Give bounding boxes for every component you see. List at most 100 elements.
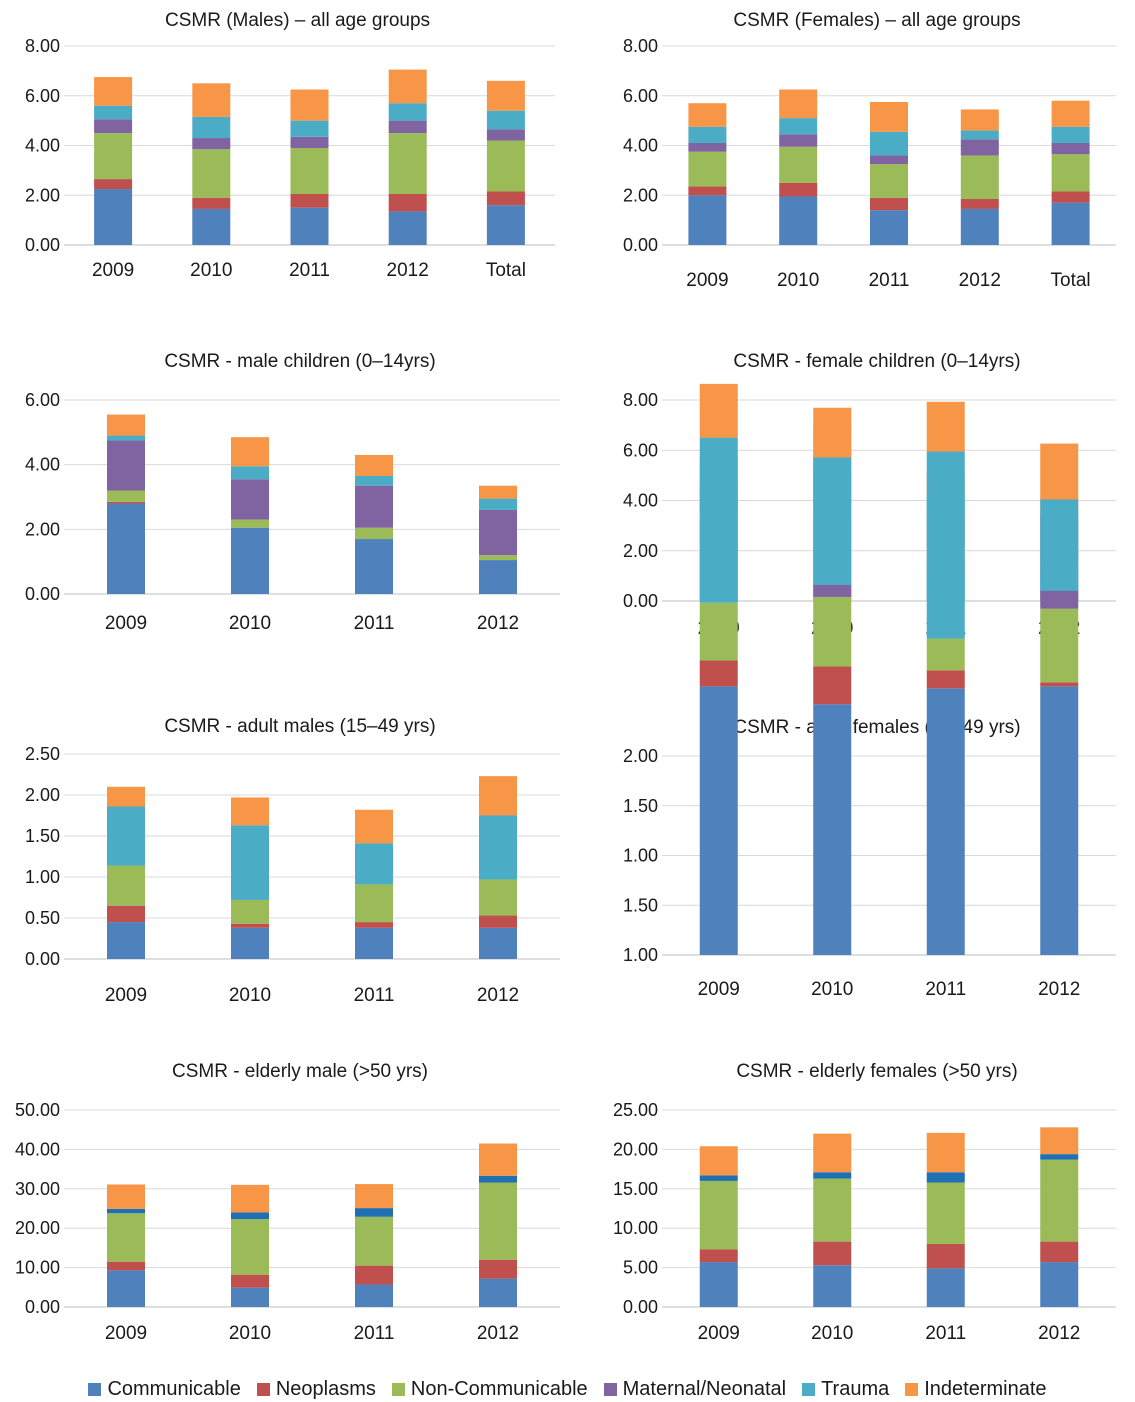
chart-title: CSMR (Females) – all age groups xyxy=(733,10,1020,31)
bar-segment-communicable xyxy=(231,1287,269,1307)
x-tick-label: 2012 xyxy=(1038,1323,1080,1344)
bar-segment-non-communicable xyxy=(870,164,908,198)
bar-segment-non-communicable xyxy=(355,1216,393,1266)
bar-segment-non-communicable xyxy=(355,527,393,540)
bar-segment-neoplasms xyxy=(107,1261,145,1271)
x-tick-label: 2012 xyxy=(477,613,519,634)
bar-segment-trauma xyxy=(688,126,727,144)
bar-segment-non-communicable xyxy=(192,149,231,198)
chart-male-children: CSMR - male children (0–14yrs) 0.00 2.00 4.… xyxy=(25,351,560,634)
bar-segment-extra xyxy=(1040,1154,1079,1160)
y-tick-label: 10.00 xyxy=(15,1258,60,1278)
bar-segment-neoplasms xyxy=(192,197,231,209)
bar-segment-neoplasms xyxy=(926,1243,965,1269)
bar-segment-neoplasms xyxy=(870,197,908,211)
bar-segment-non-communicable xyxy=(94,133,133,180)
bar-segment-communicable xyxy=(699,1262,738,1307)
bar-segment-extra xyxy=(107,1208,145,1214)
legend-swatch-non-communicable xyxy=(391,1383,405,1396)
bar-segment-trauma xyxy=(355,475,393,486)
bar-segment-maternal-neonatal xyxy=(388,120,427,134)
y-tick-label: 4.00 xyxy=(623,491,658,511)
bar-segment-indeterminate xyxy=(231,437,269,467)
bar-segment-maternal-neonatal xyxy=(355,485,393,528)
x-tick-label: 2012 xyxy=(477,985,519,1006)
chart-adult-females: CSMR - adult females (15–49 yrs) 1.00 1.50… xyxy=(623,383,1116,1000)
chart-title: CSMR - elderly male (>50 yrs) xyxy=(172,1061,428,1082)
chart-females-all-ages: CSMR (Females) – all age groups 0.00 2.00 4… xyxy=(623,10,1116,291)
bar-segment-trauma xyxy=(192,116,231,139)
y-tick-label: 2.00 xyxy=(623,746,658,766)
bar-segment-neoplasms xyxy=(960,198,999,209)
bar-segment-indeterminate xyxy=(192,83,231,117)
bar-segment-indeterminate xyxy=(107,1184,145,1209)
x-tick-label: 2011 xyxy=(869,270,910,291)
bar-segment-non-communicable xyxy=(1040,608,1079,683)
y-tick-label: 0.50 xyxy=(25,908,60,928)
y-tick-label: 8.00 xyxy=(25,36,60,56)
bar-segment-communicable xyxy=(107,1270,145,1307)
y-tick-label: 2.00 xyxy=(623,185,658,205)
y-tick-label: 1.00 xyxy=(623,846,658,866)
y-tick-label: 2.50 xyxy=(25,744,60,764)
y-tick-label: 8.00 xyxy=(623,36,658,56)
bar-segment-neoplasms xyxy=(231,1274,269,1288)
y-tick-label: 5.00 xyxy=(623,1258,658,1278)
x-tick-label: 2011 xyxy=(925,1323,966,1344)
bar-segment-communicable xyxy=(960,208,999,245)
bar-segment-neoplasms xyxy=(486,191,525,206)
chart-legend: Communicable Neoplasms Non-Communicable … xyxy=(0,1378,1135,1401)
legend-swatch-indeterminate xyxy=(905,1383,919,1396)
x-tick-label: 2012 xyxy=(1038,979,1080,1000)
legend-swatch-communicable xyxy=(88,1383,102,1396)
bar-segment-neoplasms xyxy=(1051,191,1090,203)
bar-segment-indeterminate xyxy=(699,1146,738,1176)
y-tick-label: 6.00 xyxy=(25,86,60,106)
bar-segment-trauma xyxy=(1051,126,1090,144)
legend-swatch-trauma xyxy=(802,1383,816,1396)
x-tick-label: 2009 xyxy=(105,985,147,1006)
chart-males-all-ages: CSMR (Males) – all age groups 0.00 2.00 4.0… xyxy=(25,10,555,281)
bar-segment-trauma xyxy=(107,806,145,866)
bar-segment-trauma xyxy=(1040,499,1079,591)
x-tick-label: 2011 xyxy=(289,260,330,281)
bar-segment-maternal-neonatal xyxy=(870,155,908,165)
bar-segment-trauma xyxy=(107,435,145,441)
bar-segment-indeterminate xyxy=(355,809,393,844)
bar-segment-neoplasms xyxy=(107,905,145,923)
bar-segment-indeterminate xyxy=(1040,1127,1079,1155)
bar-segment-indeterminate xyxy=(94,77,133,106)
bar-segment-indeterminate xyxy=(290,89,329,121)
y-tick-label: 10.00 xyxy=(613,1218,658,1238)
bar-segment-extra xyxy=(699,1175,738,1181)
x-tick-label: 2009 xyxy=(105,1323,147,1344)
bar-segment-communicable xyxy=(94,189,133,245)
bar-segment-non-communicable xyxy=(479,1182,517,1260)
bar-segment-indeterminate xyxy=(486,80,525,111)
bar-segment-communicable xyxy=(926,1268,965,1307)
bar-segment-trauma xyxy=(870,131,908,156)
x-tick-label: 2012 xyxy=(477,1323,519,1344)
bar-segment-non-communicable xyxy=(231,1219,269,1275)
bar-segment-trauma xyxy=(486,110,525,130)
bar-segment-maternal-neonatal xyxy=(192,138,231,150)
bar-segment-indeterminate xyxy=(107,414,145,436)
legend-item-communicable: Communicable xyxy=(88,1378,241,1401)
bar-segment-indeterminate xyxy=(231,797,269,826)
chart-elderly-females: CSMR - elderly females (>50 yrs) 0.00 5.00… xyxy=(613,1061,1116,1344)
legend-label: Neoplasms xyxy=(275,1378,376,1400)
bar-segment-communicable xyxy=(813,1265,852,1307)
bar-segment-communicable xyxy=(688,195,727,245)
bar-segment-indeterminate xyxy=(479,1143,517,1176)
chart-title: CSMR - elderly females (>50 yrs) xyxy=(736,1061,1017,1082)
legend-label: Non-Communicable xyxy=(410,1378,588,1400)
bar-segment-trauma xyxy=(813,457,852,585)
bar-segment-neoplasms xyxy=(813,666,852,705)
bar-segment-indeterminate xyxy=(479,776,517,816)
chart-title: CSMR - adult females (15–49 yrs) xyxy=(733,717,1020,738)
bar-segment-maternal-neonatal xyxy=(486,129,525,141)
bar-segment-neoplasms xyxy=(1040,1241,1079,1263)
bar-segment-communicable xyxy=(355,539,393,594)
bar-segment-indeterminate xyxy=(1040,443,1079,500)
